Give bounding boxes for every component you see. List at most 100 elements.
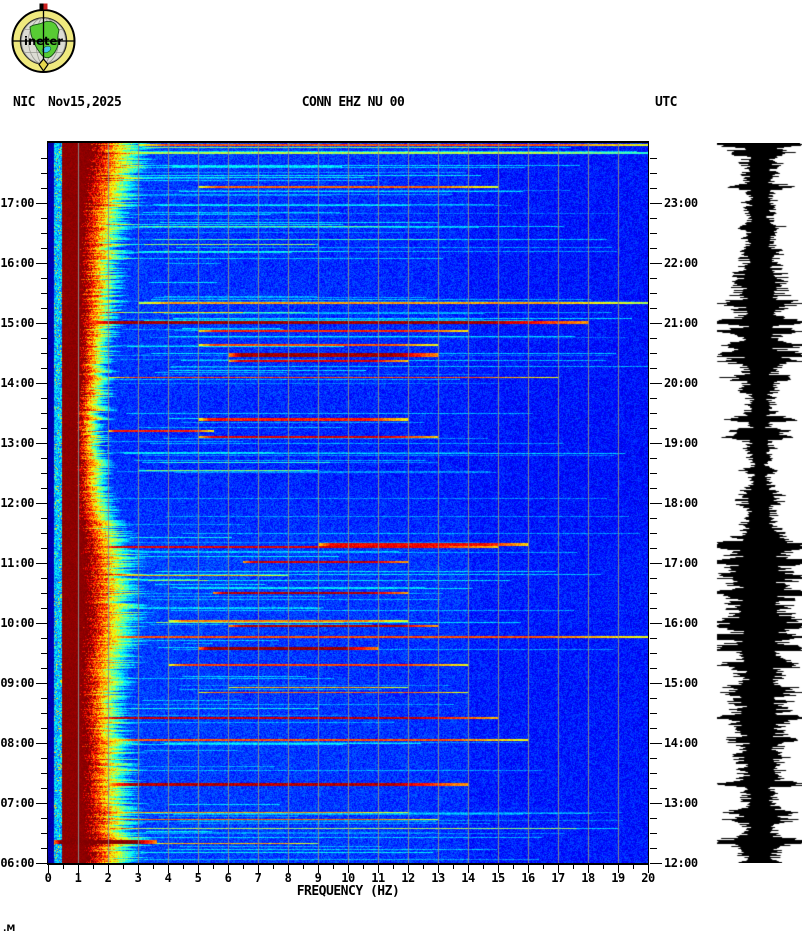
right-hour-tick bbox=[650, 803, 662, 804]
left-minor-tick bbox=[41, 698, 48, 699]
left-minor-tick bbox=[41, 218, 48, 219]
left-minor-tick bbox=[41, 458, 48, 459]
right-time-label: 19:00 bbox=[664, 436, 698, 450]
x-major-tick bbox=[588, 865, 589, 873]
x-tick-label: 10 bbox=[341, 871, 355, 885]
left-hour-tick bbox=[36, 563, 48, 564]
right-minor-tick bbox=[650, 548, 657, 549]
x-minor-tick bbox=[93, 865, 94, 869]
x-minor-tick bbox=[423, 865, 424, 869]
right-time-label: 16:00 bbox=[664, 616, 698, 630]
x-major-tick bbox=[618, 865, 619, 873]
header-station-title: CONN EHZ NU 00 bbox=[301, 95, 405, 110]
right-minor-tick bbox=[650, 653, 657, 654]
left-minor-tick bbox=[41, 578, 48, 579]
right-hour-tick bbox=[650, 623, 662, 624]
left-hour-tick bbox=[36, 803, 48, 804]
x-major-tick bbox=[438, 865, 439, 873]
left-hour-tick bbox=[36, 683, 48, 684]
right-hour-tick bbox=[650, 563, 662, 564]
x-tick-label: 12 bbox=[401, 871, 415, 885]
right-minor-tick bbox=[650, 488, 657, 489]
x-tick-label: 2 bbox=[104, 871, 112, 885]
left-hour-tick bbox=[36, 743, 48, 744]
x-minor-tick bbox=[303, 865, 304, 869]
x-tick-label: 11 bbox=[371, 871, 385, 885]
left-time-label: 14:00 bbox=[0, 376, 34, 390]
x-minor-tick bbox=[63, 865, 64, 869]
x-minor-tick bbox=[213, 865, 214, 869]
x-major-tick bbox=[528, 865, 529, 873]
right-minor-tick bbox=[650, 293, 657, 294]
right-minor-tick bbox=[650, 218, 657, 219]
left-minor-tick bbox=[41, 668, 48, 669]
left-minor-tick bbox=[41, 428, 48, 429]
x-axis-title: FREQUENCY (HZ) bbox=[296, 884, 400, 899]
x-major-tick bbox=[648, 865, 649, 873]
right-minor-tick bbox=[650, 668, 657, 669]
x-tick-label: 5 bbox=[194, 871, 202, 885]
logo-compass-rose: ineter bbox=[11, 3, 76, 73]
logo-lake bbox=[41, 45, 52, 54]
right-minor-tick bbox=[650, 188, 657, 189]
left-minor-tick bbox=[41, 308, 48, 309]
x-tick-label: 16 bbox=[521, 871, 535, 885]
right-minor-tick bbox=[650, 638, 657, 639]
left-minor-tick bbox=[41, 338, 48, 339]
right-minor-tick bbox=[650, 248, 657, 249]
right-minor-tick bbox=[650, 533, 657, 534]
x-minor-tick bbox=[573, 865, 574, 869]
x-tick-label: 0 bbox=[44, 871, 52, 885]
right-minor-tick bbox=[650, 158, 657, 159]
left-minor-tick bbox=[41, 593, 48, 594]
right-time-label: 21:00 bbox=[664, 316, 698, 330]
x-minor-tick bbox=[123, 865, 124, 869]
left-time-label: 16:00 bbox=[0, 256, 34, 270]
left-time-label: 17:00 bbox=[0, 196, 34, 210]
right-minor-tick bbox=[650, 713, 657, 714]
x-minor-tick bbox=[153, 865, 154, 869]
right-time-label: 17:00 bbox=[664, 556, 698, 570]
left-time-label: 12:00 bbox=[0, 496, 34, 510]
x-tick-label: 17 bbox=[551, 871, 565, 885]
left-time-label: 11:00 bbox=[0, 556, 34, 570]
header-network-code: NIC bbox=[13, 95, 35, 110]
spectrogram-frame bbox=[47, 141, 649, 865]
logo-south-arrow bbox=[38, 58, 49, 73]
right-minor-tick bbox=[650, 458, 657, 459]
logo-text: ineter bbox=[24, 34, 63, 48]
left-minor-tick bbox=[41, 773, 48, 774]
right-time-label: 20:00 bbox=[664, 376, 698, 390]
x-major-tick bbox=[288, 865, 289, 873]
right-minor-tick bbox=[650, 758, 657, 759]
x-minor-tick bbox=[633, 865, 634, 869]
x-major-tick bbox=[258, 865, 259, 873]
x-tick-label: 14 bbox=[461, 871, 475, 885]
right-hour-tick bbox=[650, 863, 662, 864]
x-minor-tick bbox=[543, 865, 544, 869]
left-hour-tick bbox=[36, 503, 48, 504]
left-minor-tick bbox=[41, 293, 48, 294]
left-minor-tick bbox=[41, 833, 48, 834]
x-minor-tick bbox=[273, 865, 274, 869]
x-major-tick bbox=[168, 865, 169, 873]
left-minor-tick bbox=[41, 398, 48, 399]
x-tick-label: 7 bbox=[254, 871, 262, 885]
left-time-label: 08:00 bbox=[0, 736, 34, 750]
right-minor-tick bbox=[650, 773, 657, 774]
left-minor-tick bbox=[41, 188, 48, 189]
x-minor-tick bbox=[603, 865, 604, 869]
left-hour-tick bbox=[36, 443, 48, 444]
left-minor-tick bbox=[41, 173, 48, 174]
left-minor-tick bbox=[41, 713, 48, 714]
left-minor-tick bbox=[41, 278, 48, 279]
x-minor-tick bbox=[333, 865, 334, 869]
left-minor-tick bbox=[41, 473, 48, 474]
left-time-label: 07:00 bbox=[0, 796, 34, 810]
right-time-label: 14:00 bbox=[664, 736, 698, 750]
x-tick-label: 3 bbox=[134, 871, 142, 885]
right-hour-tick bbox=[650, 323, 662, 324]
x-tick-label: 8 bbox=[284, 871, 292, 885]
right-minor-tick bbox=[650, 233, 657, 234]
